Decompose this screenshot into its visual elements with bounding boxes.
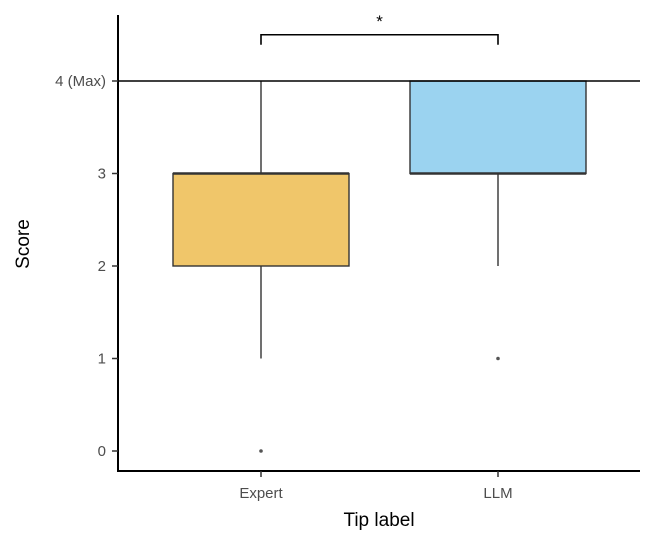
expert-outlier-point [259,449,263,453]
x-tick-label: Expert [239,485,283,502]
y-axis-title: Score [13,219,34,269]
llm-box [409,80,587,175]
y-tick-label: 1 [98,351,106,368]
y-tick-label: 4 (Max) [55,73,106,90]
y-tick-label: 2 [98,258,106,275]
y-tick-label: 3 [98,166,106,183]
llm-outlier-point [496,356,500,361]
significance-label: * [376,12,383,31]
axes-layer: 0 1 2 3 4 (Max) Expert LLM * [55,12,640,502]
x-tick-label: LLM [483,485,512,502]
significance-bracket [260,33,499,45]
x-axis-title: Tip label [343,510,414,531]
y-tick-label: 0 [98,443,106,460]
expert-box [172,172,350,267]
boxes-layer [172,80,587,453]
